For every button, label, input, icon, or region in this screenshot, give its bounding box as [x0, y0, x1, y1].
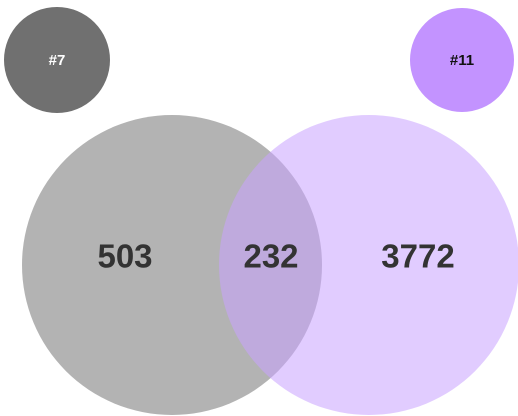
region-count: 232: [243, 238, 298, 275]
set-circle: [219, 115, 518, 415]
region-count: 3772: [381, 238, 454, 275]
set-badge: [410, 8, 514, 112]
set-label: #7: [49, 52, 66, 69]
set-label: #11: [450, 52, 474, 69]
region-count: 503: [97, 238, 152, 275]
set-badge: [4, 7, 110, 113]
